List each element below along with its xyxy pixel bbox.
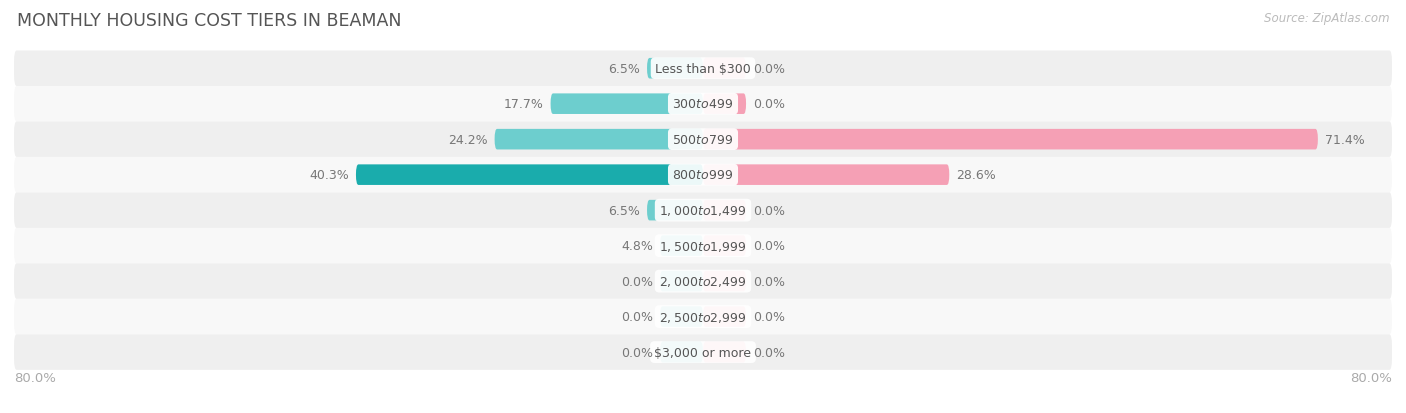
Text: MONTHLY HOUSING COST TIERS IN BEAMAN: MONTHLY HOUSING COST TIERS IN BEAMAN [17,12,401,30]
FancyBboxPatch shape [703,271,747,292]
FancyBboxPatch shape [14,122,1392,157]
FancyBboxPatch shape [647,59,703,79]
Text: $800 to $999: $800 to $999 [672,169,734,182]
Text: $300 to $499: $300 to $499 [672,98,734,111]
FancyBboxPatch shape [703,94,747,115]
Text: 0.0%: 0.0% [754,240,785,252]
Text: $1,000 to $1,499: $1,000 to $1,499 [659,204,747,218]
FancyBboxPatch shape [14,228,1392,264]
Text: 0.0%: 0.0% [754,346,785,359]
Text: 28.6%: 28.6% [956,169,995,182]
Text: 0.0%: 0.0% [754,62,785,76]
Text: 0.0%: 0.0% [754,204,785,217]
FancyBboxPatch shape [659,271,703,292]
Text: Source: ZipAtlas.com: Source: ZipAtlas.com [1264,12,1389,25]
Text: 6.5%: 6.5% [609,62,640,76]
Text: 71.4%: 71.4% [1324,133,1364,146]
FancyBboxPatch shape [14,157,1392,193]
FancyBboxPatch shape [14,299,1392,335]
FancyBboxPatch shape [703,130,1317,150]
Text: 0.0%: 0.0% [754,98,785,111]
FancyBboxPatch shape [659,342,703,363]
FancyBboxPatch shape [14,193,1392,228]
FancyBboxPatch shape [14,335,1392,370]
FancyBboxPatch shape [14,51,1392,87]
Text: 40.3%: 40.3% [309,169,349,182]
FancyBboxPatch shape [551,94,703,115]
FancyBboxPatch shape [703,59,747,79]
Text: 6.5%: 6.5% [609,204,640,217]
FancyBboxPatch shape [659,306,703,327]
FancyBboxPatch shape [703,236,747,256]
FancyBboxPatch shape [14,87,1392,122]
FancyBboxPatch shape [356,165,703,185]
Text: $1,500 to $1,999: $1,500 to $1,999 [659,239,747,253]
Text: 4.8%: 4.8% [621,240,652,252]
Text: 80.0%: 80.0% [14,370,56,384]
Text: 0.0%: 0.0% [754,275,785,288]
Text: $500 to $799: $500 to $799 [672,133,734,146]
Text: 0.0%: 0.0% [754,310,785,323]
Text: 0.0%: 0.0% [621,275,652,288]
FancyBboxPatch shape [703,342,747,363]
Text: $2,000 to $2,499: $2,000 to $2,499 [659,275,747,288]
Text: 0.0%: 0.0% [621,310,652,323]
Text: 0.0%: 0.0% [621,346,652,359]
Text: Less than $300: Less than $300 [655,62,751,76]
Text: 80.0%: 80.0% [1350,370,1392,384]
FancyBboxPatch shape [495,130,703,150]
FancyBboxPatch shape [659,236,703,256]
FancyBboxPatch shape [703,200,747,221]
FancyBboxPatch shape [647,200,703,221]
FancyBboxPatch shape [14,264,1392,299]
FancyBboxPatch shape [703,306,747,327]
Text: 24.2%: 24.2% [449,133,488,146]
FancyBboxPatch shape [703,165,949,185]
Text: 17.7%: 17.7% [503,98,544,111]
Text: $2,500 to $2,999: $2,500 to $2,999 [659,310,747,324]
Text: $3,000 or more: $3,000 or more [655,346,751,359]
